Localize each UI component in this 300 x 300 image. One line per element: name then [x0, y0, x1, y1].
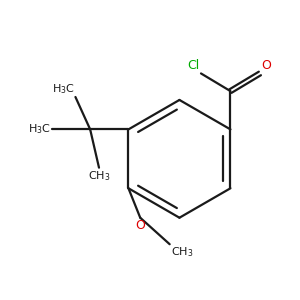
Text: CH$_3$: CH$_3$ — [88, 169, 110, 183]
Text: H$_3$C: H$_3$C — [52, 82, 75, 95]
Text: O: O — [135, 219, 145, 232]
Text: H$_3$C: H$_3$C — [28, 122, 51, 136]
Text: Cl: Cl — [187, 59, 200, 72]
Text: O: O — [261, 59, 271, 72]
Text: CH$_3$: CH$_3$ — [171, 246, 193, 260]
